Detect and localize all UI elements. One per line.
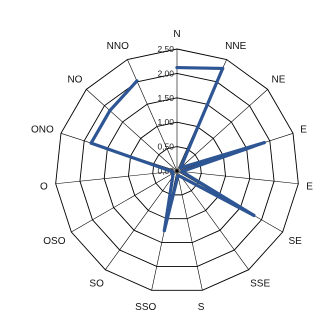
spoke-2	[176, 89, 268, 172]
spoke-7	[176, 170, 203, 291]
spoke-6	[176, 170, 249, 270]
spoke-10	[71, 170, 178, 233]
radial-tick-labels: 0,000,501,001,502,002,50	[157, 44, 174, 176]
data-point	[179, 175, 183, 179]
direction-label: NE	[272, 75, 286, 86]
grid-ring-5	[55, 48, 299, 291]
direction-label: S	[198, 302, 205, 313]
direction-label: SO	[89, 279, 104, 290]
direction-labels: N NNE NE E E SE SSE S SSO SO OSO O ONO NO NNO	[31, 29, 313, 313]
tick-label: 2,00	[157, 68, 174, 78]
direction-label: SSO	[135, 302, 156, 313]
radar-grid	[55, 48, 299, 291]
data-point	[108, 108, 112, 113]
data-point	[171, 175, 175, 179]
grid-ring-4	[79, 72, 275, 267]
data-point	[135, 79, 139, 83]
data-point	[262, 141, 266, 145]
spoke-4	[176, 170, 299, 185]
tick-label: 2,50	[157, 44, 174, 54]
data-point	[221, 66, 225, 71]
direction-label: NNO	[107, 41, 129, 52]
tick-label: 0,50	[157, 142, 174, 152]
direction-label: O	[40, 181, 48, 192]
direction-label: ONO	[31, 124, 54, 135]
direction-label: NO	[67, 75, 82, 86]
data-point	[176, 174, 180, 178]
series-line-0	[89, 65, 266, 233]
tick-label: 1,00	[157, 117, 174, 127]
spoke-11	[55, 170, 178, 185]
direction-label: NNE	[225, 41, 246, 52]
data-point	[180, 169, 184, 174]
data-point	[179, 166, 183, 170]
direction-label: E	[300, 124, 307, 135]
data-series	[89, 65, 266, 233]
direction-label: OSO	[43, 236, 65, 247]
spoke-14	[127, 59, 178, 172]
direction-label: SSE	[250, 279, 270, 290]
grid-ring-3	[103, 97, 251, 244]
tick-label: 1,50	[157, 93, 174, 103]
data-point	[162, 229, 166, 233]
grid-ring-2	[128, 121, 226, 220]
direction-label: E	[306, 181, 313, 192]
direction-label: N	[173, 29, 180, 40]
spoke-13	[86, 89, 178, 172]
data-point	[89, 141, 93, 145]
data-point	[170, 169, 174, 174]
spoke-9	[105, 170, 178, 270]
data-point	[175, 65, 179, 70]
grid-ring-1	[152, 146, 202, 196]
direction-label: SE	[289, 236, 303, 247]
data-point	[252, 213, 256, 218]
